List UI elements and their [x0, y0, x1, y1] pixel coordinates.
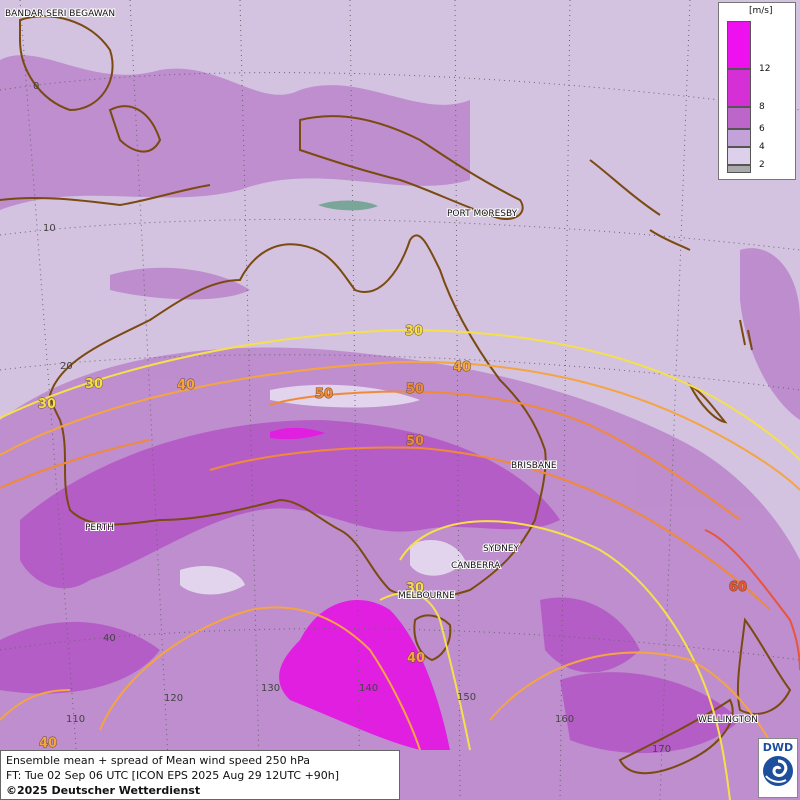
spread-fill-high [270, 427, 450, 750]
dwd-swirl-icon [763, 756, 793, 786]
legend-value: 12 [759, 64, 771, 74]
contour-30-east [399, 520, 731, 800]
dwd-logo: DWD [758, 738, 798, 798]
longitude-label: 160 [555, 714, 574, 725]
legend-value: 4 [759, 142, 765, 152]
contour-40-sw [0, 689, 71, 721]
legend-value: 8 [759, 102, 765, 112]
latitude-label: 20 [60, 361, 73, 372]
longitude-label: 120 [164, 693, 183, 704]
contour-label: 40 [39, 736, 57, 751]
new-guinea-coast [299, 115, 524, 220]
info-forecast-time: FT: Tue 02 Sep 06 UTC [ICON EPS 2025 Aug… [6, 769, 340, 782]
city-label: WELLINGTON [698, 715, 758, 725]
contour-40-south [99, 606, 421, 751]
contour-label: 30 [405, 324, 423, 339]
color-legend: [m/s] 12 8 6 4 2 [718, 2, 796, 180]
legend-swatch-4 [727, 129, 751, 147]
legend-unit: [m/s] [749, 6, 773, 16]
borneo-coast [19, 15, 114, 112]
longitude-label: 130 [261, 683, 280, 694]
info-copyright: ©2025 Deutscher Wetterdienst [6, 784, 201, 797]
city-group: BANDAR SERI BEGAWAN PORT MORESBY BRISBAN… [4, 8, 759, 726]
legend-swatch-12 [727, 21, 751, 69]
contour-40-north [0, 360, 800, 491]
latitude-label: 40 [103, 633, 116, 644]
dwd-logo-text: DWD [762, 741, 794, 754]
contour-label: 40 [453, 360, 471, 375]
latitude-label: 0 [33, 81, 39, 92]
latitude-label: 10 [43, 223, 56, 234]
contour-label: 50 [406, 382, 424, 397]
contour-label: 30 [406, 581, 424, 596]
contour-30-south [379, 591, 471, 751]
city-label: CANBERRA [451, 561, 501, 571]
city-label: PORT MORESBY [447, 209, 518, 219]
city-label: BANDAR SERI BEGAWAN [5, 9, 115, 19]
contour-label: 30 [85, 377, 103, 392]
contour-50-mid [209, 446, 771, 611]
contour-label: 60 [729, 580, 747, 595]
vanuatu [739, 319, 753, 351]
longitude-label: 140 [359, 683, 378, 694]
new-zealand-north [736, 617, 792, 715]
city-label: SYDNEY [483, 544, 520, 554]
info-title: Ensemble mean + spread of Mean wind spee… [6, 754, 310, 767]
legend-swatch-0 [727, 165, 751, 173]
contour-label-group: 30 30 30 40 40 50 50 50 30 40 60 40 [38, 324, 748, 752]
contour-60 [704, 529, 800, 671]
grid-label-group: 0 10 20 40 110 120 130 140 150 160 170 [33, 81, 671, 755]
timor-sea-island [318, 200, 378, 211]
info-box: Ensemble mean + spread of Mean wind spee… [0, 750, 400, 800]
contour-label: 40 [177, 378, 195, 393]
new-caledonia [687, 382, 728, 424]
contour-50-inner [269, 390, 741, 521]
wind-contours [0, 328, 800, 800]
legend-swatch-2 [727, 147, 751, 165]
solomon-islands [589, 159, 691, 251]
longitude-label: 170 [652, 744, 671, 755]
longitude-label: 110 [66, 714, 85, 725]
legend-swatch-8 [727, 69, 751, 107]
contour-label: 40 [407, 651, 425, 666]
spread-fill-light [180, 384, 465, 595]
legend-value: 6 [759, 124, 765, 134]
sulawesi-coast [108, 105, 162, 153]
city-label: MELBOURNE [398, 591, 455, 601]
australia-coast [48, 234, 547, 599]
legend-swatch-6 [727, 107, 751, 129]
contour-40-east [489, 651, 781, 761]
longitude-label: 150 [457, 692, 476, 703]
city-label: PERTH [85, 523, 114, 533]
legend-value: 2 [759, 160, 765, 170]
city-label: BRISBANE [511, 461, 557, 471]
contour-label: 30 [38, 397, 56, 412]
contour-label: 50 [406, 434, 424, 449]
new-zealand-south [618, 698, 734, 775]
coastlines [0, 15, 792, 775]
contour-label: 50 [315, 387, 333, 402]
contour-30-north [0, 328, 800, 461]
indonesia-islands [0, 184, 211, 207]
contour-50-west [0, 439, 151, 489]
